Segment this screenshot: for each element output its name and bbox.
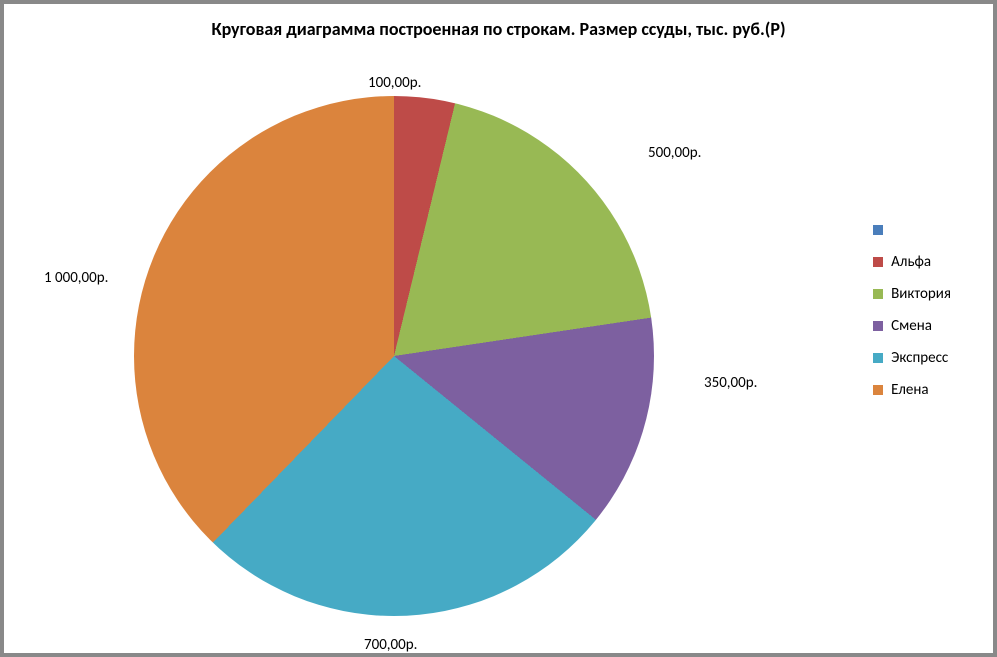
slice-label: 1 000,00р.: [44, 269, 108, 287]
legend-label: Смена: [891, 317, 932, 335]
legend-item: [873, 214, 951, 246]
slice-label: 700,00р.: [364, 636, 417, 654]
legend-swatch: [873, 321, 883, 331]
slice-label: 100,00р.: [368, 74, 421, 92]
legend-swatch: [873, 289, 883, 299]
legend-swatch: [873, 257, 883, 267]
legend-label: Елена: [891, 381, 928, 399]
legend-item: Елена: [873, 374, 951, 406]
legend-label: Виктория: [891, 285, 951, 303]
legend-label: Экспресс: [891, 349, 948, 367]
slice-label: 350,00р.: [704, 374, 757, 392]
legend-swatch: [873, 353, 883, 363]
legend-item: Смена: [873, 310, 951, 342]
pie-area: [134, 96, 654, 616]
pie-chart: [134, 96, 654, 616]
legend-item: Экспресс: [873, 342, 951, 374]
legend-item: Виктория: [873, 278, 951, 310]
chart-frame: Круговая диаграмма построенная по строка…: [0, 0, 997, 657]
legend-label: Альфа: [891, 253, 931, 271]
slice-label: 500,00р.: [648, 144, 701, 162]
legend-item: Альфа: [873, 246, 951, 278]
legend-swatch: [873, 225, 883, 235]
legend: Альфа Виктория Смена Экспресс Елена: [873, 214, 951, 406]
legend-swatch: [873, 385, 883, 395]
chart-title: Круговая диаграмма построенная по строка…: [4, 18, 993, 41]
